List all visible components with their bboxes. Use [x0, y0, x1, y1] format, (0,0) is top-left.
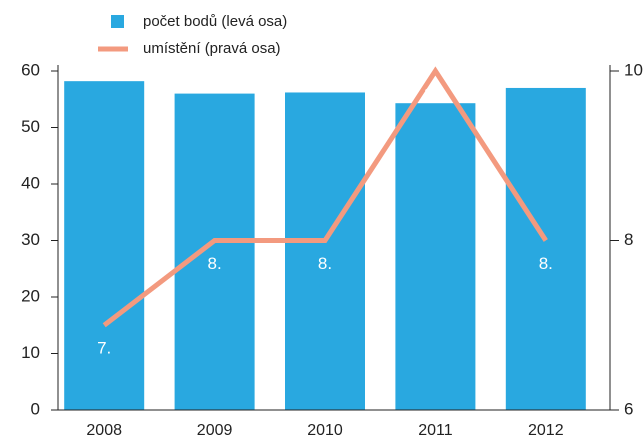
data-label: 7.: [97, 339, 111, 358]
y-tick-label: 0: [31, 399, 40, 418]
x-tick-label: 2012: [528, 422, 564, 439]
legend-label: počet bodů (levá osa): [143, 13, 287, 30]
data-label: 8.: [539, 254, 553, 273]
bar: [505, 87, 586, 410]
bar: [64, 81, 145, 411]
x-tick-label: 2010: [307, 422, 343, 439]
y-tick-label: 30: [21, 230, 40, 249]
x-tick-label: 2009: [197, 422, 233, 439]
y2-tick-label: 8: [624, 230, 633, 249]
x-tick-label: 2011: [418, 422, 453, 439]
y2-tick-label: 6: [624, 399, 633, 418]
legend-swatch: [111, 15, 124, 28]
data-label: 8.: [208, 254, 222, 273]
bar: [285, 92, 365, 410]
y-tick-label: 20: [21, 286, 40, 305]
bar: [395, 103, 476, 410]
y-tick-label: 50: [21, 117, 40, 136]
line: [102, 66, 548, 328]
legend-label: umístění (pravá osa): [143, 40, 281, 57]
data-label: 10.: [424, 84, 448, 103]
y-tick-label: 40: [21, 173, 40, 192]
bar: [174, 93, 255, 410]
data-label: 8.: [318, 254, 332, 273]
y2-tick-label: 10: [624, 60, 643, 79]
y-tick-label: 10: [21, 343, 40, 362]
x-tick-label: 2008: [86, 422, 122, 439]
y-tick-label: 60: [21, 60, 40, 79]
